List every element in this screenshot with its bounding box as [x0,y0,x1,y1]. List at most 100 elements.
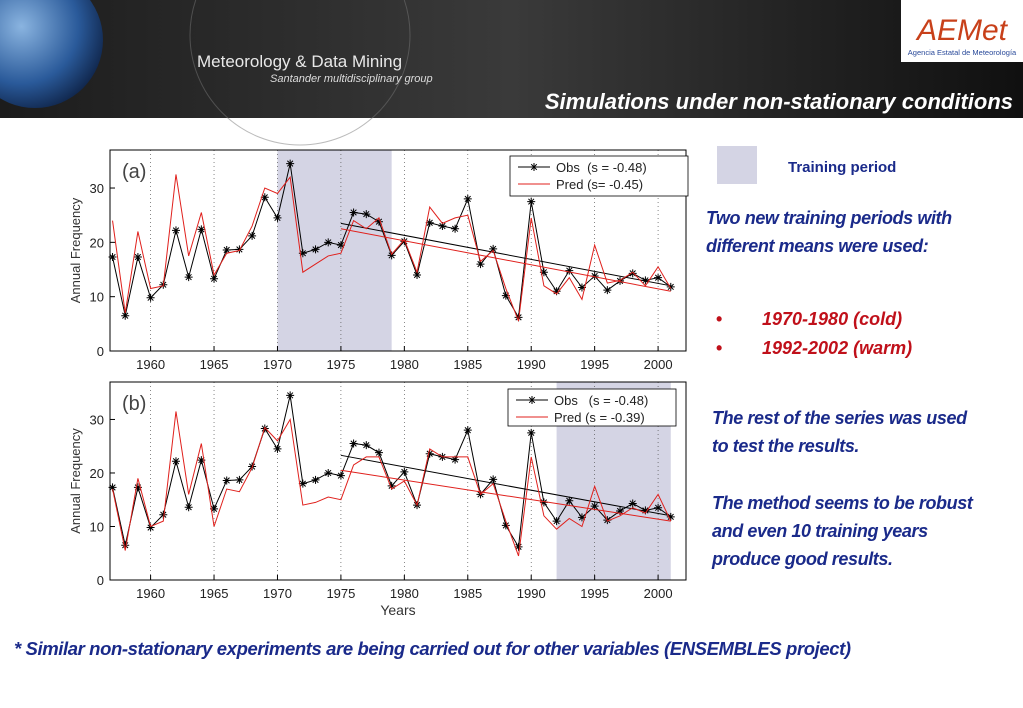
point-marker [121,541,130,550]
legend-marker [528,396,536,404]
x-tick-label: 1995 [580,586,609,601]
x-tick-label: 2000 [644,586,673,601]
point-marker [628,499,637,508]
x-tick-label: 1975 [326,586,355,601]
point-marker [349,208,358,217]
x-tick-label: 1985 [453,357,482,372]
point-marker [501,521,510,530]
x-axis-label: Years [380,602,415,618]
robust-note: The method seems to be robust and even 1… [712,493,973,569]
plot-frame [109,149,687,352]
point-marker [133,253,142,262]
earth-image [0,0,103,108]
bullet: 1992-2002 (warm) [716,338,912,359]
point-marker [273,444,282,453]
intro-note: Two new training periods with different … [706,208,952,256]
point-marker [463,194,472,203]
x-tick-label: 1980 [390,586,419,601]
y-tick-label: 10 [90,519,104,534]
point-marker [171,226,180,235]
point-marker [641,276,650,285]
point-marker [362,441,371,450]
header-band [0,0,1023,118]
legend-label: Obs (s = -0.48) [556,160,647,175]
point-marker [324,238,333,247]
group-subtitle: Santander multidisciplinary group [270,73,433,85]
point-marker [666,282,675,291]
point-marker [451,224,460,233]
point-marker [565,266,574,275]
point-marker [374,448,383,457]
logo: AEMet [915,14,1009,47]
y-axis-label: Annual Frequency [68,197,83,303]
x-tick-label: 1965 [200,357,229,372]
x-tick-label: 1995 [580,357,609,372]
point-marker [222,245,231,254]
point-marker [590,502,599,511]
point-marker [222,476,231,485]
point-marker [438,222,447,231]
legend-box [507,388,677,427]
point-marker [628,269,637,278]
x-tick-label: 1975 [326,357,355,372]
legend-label: Pred (s= -0.45) [556,177,643,192]
x-tick-label: 1960 [136,357,165,372]
trend-line [340,228,671,292]
point-marker [362,210,371,219]
training-swatch [717,146,757,184]
panel-label: (a) [122,161,146,183]
legend-marker [530,163,538,171]
y-tick-label: 20 [90,235,104,250]
footer-note: * Similar non-stationary experiments are… [14,638,851,659]
point-marker [616,276,625,285]
point-marker [400,467,409,476]
point-marker [298,479,307,488]
x-tick-label: 1960 [136,586,165,601]
point-marker [349,439,358,448]
point-marker [527,428,536,437]
test-note: The rest of the series was used to test … [712,408,967,456]
point-marker [577,513,586,522]
point-marker [171,457,180,466]
y-tick-label: 0 [97,573,104,588]
point-marker [286,391,295,400]
logo-caption: Agencia Estatal de Meteorología [908,48,1017,57]
point-marker [590,272,599,281]
legend-label: Obs (s = -0.48) [554,393,648,408]
point-marker [260,193,269,202]
point-marker [577,283,586,292]
point-marker [133,483,142,492]
point-marker [539,268,548,277]
panel-label: (b) [122,393,146,415]
training-label: Training period [788,159,896,176]
point-marker [463,426,472,435]
point-marker [514,542,523,551]
x-tick-label: 1965 [200,586,229,601]
y-tick-label: 0 [97,344,104,359]
slide-title: Simulations under non-stationary conditi… [545,89,1013,114]
point-marker [324,468,333,477]
point-marker [387,481,396,490]
point-marker [654,503,663,512]
point-marker [603,286,612,295]
trend-line [340,454,671,517]
trend-line [340,469,671,522]
point-marker [501,291,510,300]
point-marker [108,253,117,262]
legend-box [509,155,689,197]
point-marker [413,270,422,279]
point-marker [476,260,485,269]
point-marker [527,197,536,206]
point-marker [210,504,219,513]
point-marker [197,225,206,234]
point-marker [666,512,675,521]
plot-frame [109,381,687,581]
globe-wire [189,0,411,146]
x-tick-label: 1970 [263,357,292,372]
point-marker [654,273,663,282]
point-marker [184,273,193,282]
y-tick-label: 20 [90,466,104,481]
x-tick-label: 1990 [517,586,546,601]
